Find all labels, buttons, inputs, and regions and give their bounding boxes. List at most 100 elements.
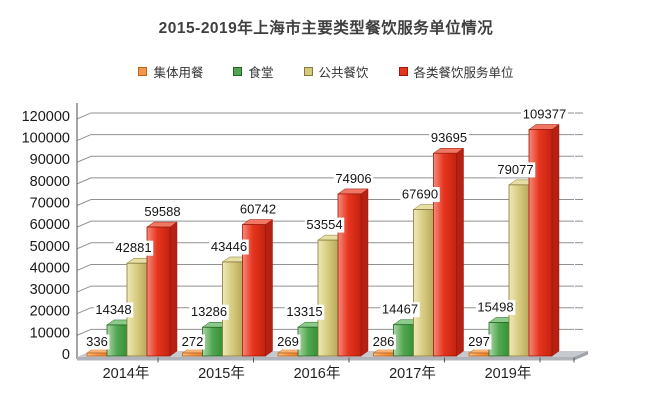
legend-item-1: 食堂	[233, 62, 274, 81]
value-label-bg	[380, 302, 420, 318]
bar	[508, 184, 533, 357]
value-label: 60742	[240, 202, 276, 217]
legend-marker-icon	[138, 67, 148, 76]
value-label: 67690	[402, 187, 438, 202]
legend-marker-icon	[303, 67, 313, 76]
legend-label: 食堂	[248, 66, 274, 80]
value-label: 272	[182, 334, 204, 349]
value-label-bg	[284, 304, 325, 320]
value-label: 15498	[477, 299, 513, 314]
gridline	[76, 285, 583, 293]
bar	[297, 326, 322, 357]
gridline	[76, 112, 583, 120]
legend: 集体用餐 食堂 公共餐饮 各类餐饮服务单位	[0, 62, 652, 81]
gridline	[76, 242, 583, 250]
gridline	[76, 177, 583, 185]
legend-label: 各类餐饮服务单位	[413, 66, 514, 80]
value-label-bg	[113, 240, 154, 256]
value-label: 13315	[286, 304, 322, 319]
value-label: 79077	[497, 162, 533, 177]
floor-front	[77, 357, 574, 361]
value-label: 269	[277, 334, 299, 349]
y-axis-label: 30000	[30, 282, 70, 298]
value-label: 286	[373, 334, 395, 349]
legend-label: 集体用餐	[153, 66, 204, 80]
gridline	[76, 220, 583, 228]
value-label-bg	[466, 334, 492, 350]
value-label-bg	[371, 334, 396, 350]
x-axis-label: 2019年	[485, 365, 532, 382]
value-label-bg	[400, 187, 440, 203]
bar-side	[360, 188, 369, 357]
y-axis-label: 120000	[22, 109, 70, 125]
bar	[146, 226, 171, 357]
value-label: 297	[468, 334, 490, 349]
x-axis-label: 2017年	[389, 365, 436, 382]
bar	[317, 239, 342, 357]
bar	[106, 324, 131, 357]
y-axis-label: 100000	[22, 131, 70, 147]
bar	[433, 152, 457, 357]
bar	[337, 193, 362, 357]
value-label-bg	[521, 106, 568, 122]
y-axis-label: 60000	[30, 217, 70, 233]
legend-item-2: 公共餐饮	[303, 62, 369, 81]
y-axis-label: 20000	[30, 304, 70, 320]
value-label-bg	[142, 204, 183, 220]
value-label-bg	[304, 217, 345, 233]
bar	[528, 129, 553, 357]
value-label-bg	[475, 299, 516, 315]
bar	[373, 352, 397, 357]
value-label: 42881	[115, 240, 151, 255]
value-label-bg	[238, 202, 278, 218]
bar-side	[265, 219, 273, 357]
value-label-bg	[333, 171, 374, 187]
y-axis-label: 10000	[30, 325, 70, 341]
value-label-bg	[495, 162, 536, 178]
bar	[242, 224, 266, 357]
value-label-bg	[93, 302, 134, 318]
value-label: 59588	[144, 204, 180, 219]
value-label: 14467	[382, 302, 418, 317]
bar-side	[456, 147, 464, 357]
value-label: 93695	[431, 130, 467, 145]
value-label: 43446	[211, 239, 247, 254]
bar	[413, 209, 437, 357]
value-label-bg	[209, 239, 249, 255]
legend-marker-icon	[233, 67, 243, 76]
bar	[468, 352, 493, 357]
value-label-bg	[429, 130, 469, 146]
y-axis-label: 90000	[30, 152, 70, 168]
gridline	[76, 263, 583, 271]
bar	[277, 352, 302, 357]
bar	[182, 352, 206, 357]
legend-label: 公共餐饮	[318, 66, 369, 80]
bar	[202, 326, 226, 357]
y-axis-label: 40000	[30, 260, 70, 276]
value-label-bg	[189, 304, 229, 320]
y-axis-label: 70000	[30, 196, 70, 212]
floor-end	[574, 351, 588, 361]
x-axis-label: 2015年	[198, 365, 245, 382]
gridline	[76, 155, 583, 163]
legend-marker-icon	[398, 67, 408, 76]
bar	[86, 352, 111, 357]
bar-side	[551, 123, 560, 357]
x-axis-label: 2016年	[294, 365, 341, 382]
value-label: 14348	[95, 302, 131, 317]
chart-title: 2015-2019年上海市主要类型餐饮服务单位情况	[158, 20, 494, 37]
y-axis-label: 80000	[30, 174, 70, 190]
value-label: 53554	[306, 217, 342, 232]
legend-item-3: 各类餐饮服务单位	[398, 62, 514, 81]
value-label: 336	[86, 334, 108, 349]
gridline	[76, 134, 583, 142]
bar	[393, 324, 417, 357]
y-axis-label: 0	[62, 347, 70, 363]
bar	[488, 322, 513, 357]
bar-side	[169, 221, 178, 357]
x-axis-label: 2014年	[103, 365, 150, 382]
value-label: 74906	[335, 171, 371, 186]
value-label-bg	[275, 334, 301, 350]
